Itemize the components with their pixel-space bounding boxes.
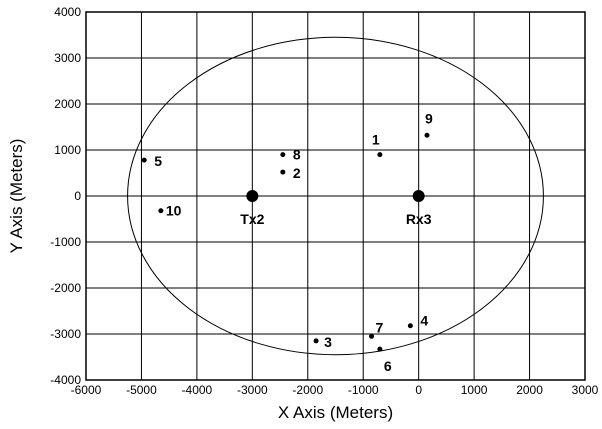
point-label-7: 7	[376, 319, 384, 335]
x-tick-label: -3000	[237, 383, 268, 397]
y-axis-title: Y Axis (Meters)	[7, 139, 26, 254]
y-tick-label: 2000	[54, 97, 81, 111]
coverage-ellipse	[127, 36, 544, 356]
x-tick-label: 1000	[461, 383, 488, 397]
y-tick-label: -1000	[50, 235, 81, 249]
point-label-5: 5	[154, 153, 162, 169]
data-point-9	[424, 132, 430, 138]
y-tick-label: 0	[74, 189, 81, 203]
data-point-2	[280, 169, 286, 175]
data-point-5	[141, 157, 147, 163]
x-tick-label: -1000	[348, 383, 379, 397]
y-tick-label: 1000	[54, 143, 81, 157]
station-label-rx3: Rx3	[406, 211, 432, 227]
plot-frame	[85, 11, 586, 381]
x-tick-label: -2000	[292, 383, 323, 397]
data-point-8	[280, 152, 286, 158]
point-label-10: 10	[166, 203, 182, 219]
data-point-1	[377, 152, 383, 158]
data-point-6	[377, 346, 383, 352]
x-tick-label: 0	[415, 383, 422, 397]
tick-labels: -6000 -5000 -4000 -3000 -2000 -1000 0 1000 2000 3…	[50, 5, 598, 397]
station-marker-tx2	[246, 190, 259, 202]
station-label-tx2: Tx2	[240, 211, 264, 227]
x-axis-title: X Axis (Meters)	[278, 403, 393, 422]
x-tick-label: -4000	[182, 383, 213, 397]
data-point-7	[369, 333, 375, 339]
point-label-2: 2	[293, 165, 301, 181]
data-point-4	[407, 323, 413, 329]
grid	[85, 11, 586, 381]
data-points: 1 2 3 4 5 6 7 8 9 10	[141, 110, 433, 374]
data-point-3	[313, 338, 319, 344]
point-label-3: 3	[324, 334, 332, 350]
point-label-9: 9	[425, 110, 433, 126]
x-tick-label: -6000	[71, 383, 102, 397]
x-tick-label: 2000	[516, 383, 543, 397]
point-label-1: 1	[372, 132, 380, 148]
coverage-ellipse-shape	[127, 36, 544, 356]
y-tick-label: -3000	[50, 327, 81, 341]
y-tick-label: -4000	[50, 373, 81, 387]
y-tick-label: 3000	[54, 51, 81, 65]
x-tick-label: 3000	[572, 383, 599, 397]
data-point-10	[158, 208, 164, 214]
point-label-6: 6	[384, 358, 392, 374]
y-tick-label: 4000	[54, 5, 81, 19]
stations: Tx2 Rx3	[240, 190, 432, 227]
point-label-8: 8	[293, 147, 301, 163]
y-tick-label: -2000	[50, 281, 81, 295]
x-tick-label: -5000	[126, 383, 157, 397]
point-label-4: 4	[420, 313, 428, 329]
station-marker-rx3	[412, 190, 425, 202]
